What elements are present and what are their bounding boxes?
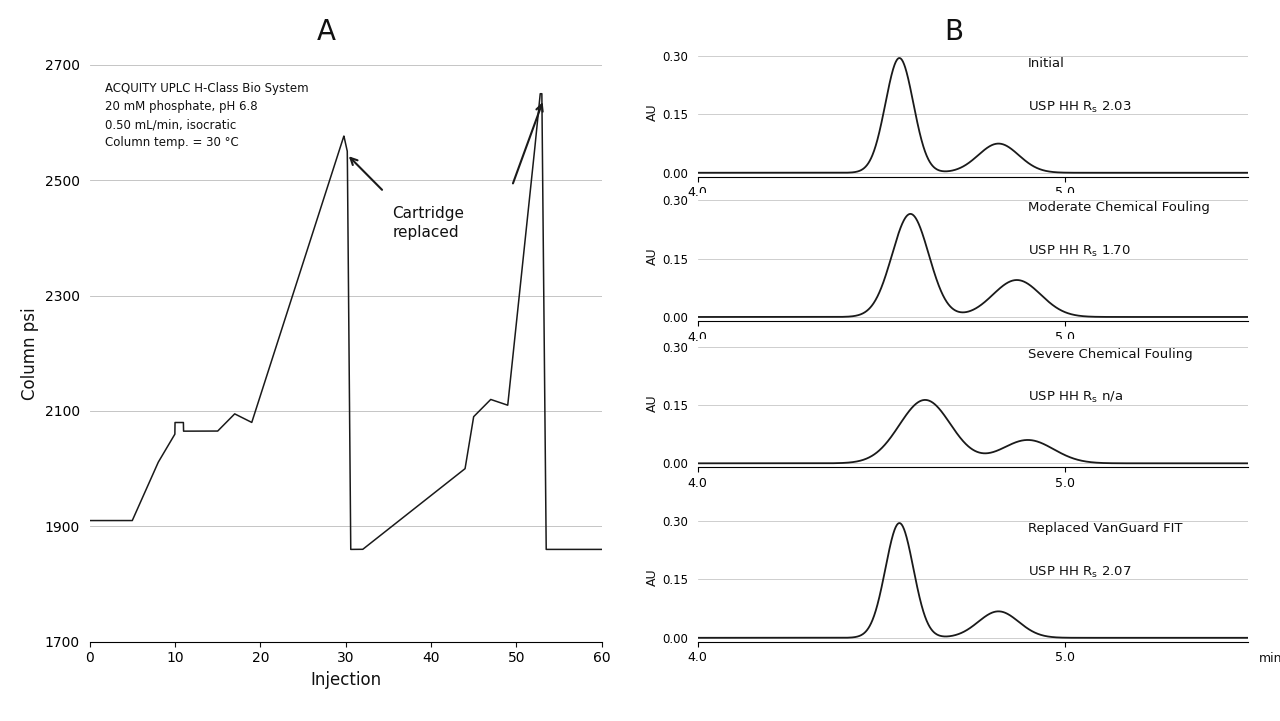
Y-axis label: AU: AU — [646, 104, 659, 121]
Text: Initial: Initial — [1028, 57, 1065, 70]
Text: B: B — [945, 18, 963, 46]
X-axis label: Injection: Injection — [310, 671, 381, 689]
Text: A: A — [317, 18, 335, 46]
Text: min: min — [1260, 652, 1280, 665]
Y-axis label: Column psi: Column psi — [20, 307, 40, 399]
Text: USP HH R$_\mathrm{s}$ 1.70: USP HH R$_\mathrm{s}$ 1.70 — [1028, 244, 1130, 259]
Y-axis label: AU: AU — [646, 394, 659, 412]
Text: USP HH R$_\mathrm{s}$ 2.07: USP HH R$_\mathrm{s}$ 2.07 — [1028, 565, 1132, 580]
Text: ACQUITY UPLC H-Class Bio System
20 mM phosphate, pH 6.8
0.50 mL/min, isocratic
C: ACQUITY UPLC H-Class Bio System 20 mM ph… — [105, 82, 308, 149]
Text: Replaced VanGuard FIT: Replaced VanGuard FIT — [1028, 522, 1183, 535]
Y-axis label: AU: AU — [646, 569, 659, 586]
Text: Moderate Chemical Fouling: Moderate Chemical Fouling — [1028, 201, 1210, 214]
Text: Severe Chemical Fouling: Severe Chemical Fouling — [1028, 348, 1193, 360]
Y-axis label: AU: AU — [646, 248, 659, 265]
Text: USP HH R$_\mathrm{s}$ 2.03: USP HH R$_\mathrm{s}$ 2.03 — [1028, 99, 1132, 115]
Text: Cartridge
replaced: Cartridge replaced — [393, 206, 465, 240]
Text: USP HH R$_\mathrm{s}$ n/a: USP HH R$_\mathrm{s}$ n/a — [1028, 390, 1123, 405]
